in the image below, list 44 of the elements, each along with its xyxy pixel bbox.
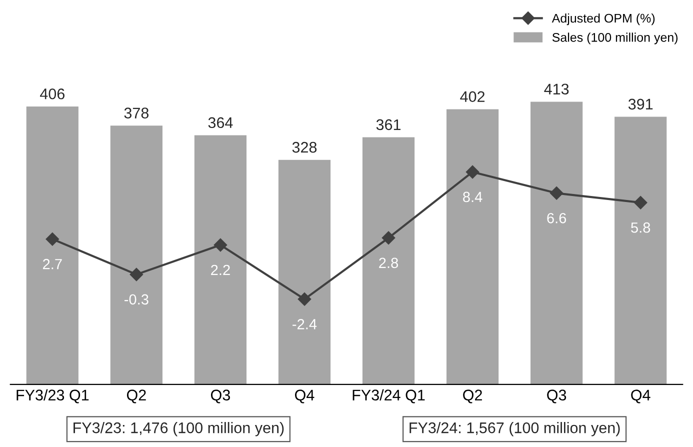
data-label: 2.7 xyxy=(43,258,62,270)
data-label: 2.2 xyxy=(211,264,230,276)
bar xyxy=(110,126,162,384)
bar xyxy=(278,160,331,384)
data-label: 328 xyxy=(292,142,317,153)
x-tick-label: Q4 xyxy=(631,390,650,404)
x-tick-label: FY3/23 Q1 xyxy=(16,389,89,404)
legend-label: Adjusted OPM (%) xyxy=(552,13,655,26)
data-label: 5.8 xyxy=(631,222,650,233)
bar xyxy=(26,106,78,384)
data-label: 406 xyxy=(40,88,64,100)
bar xyxy=(362,137,415,384)
point xyxy=(298,292,312,306)
data-label: 413 xyxy=(544,84,569,95)
text: FY3/23: 1,476 (100 million yen) xyxy=(74,422,284,436)
point xyxy=(130,268,144,282)
data-label: 8.4 xyxy=(463,192,482,202)
data-label: -0.3 xyxy=(124,294,148,305)
legend-label: Sales (100 million yen) xyxy=(552,32,678,44)
point xyxy=(550,186,564,200)
point xyxy=(382,231,396,245)
bar xyxy=(194,135,247,384)
data-label: 378 xyxy=(124,108,149,118)
x-tick-label: Q3 xyxy=(547,390,566,404)
bar xyxy=(614,116,667,384)
data-label: 6.6 xyxy=(547,212,566,224)
data-label: 402 xyxy=(460,91,485,102)
x-tick-label: Q2 xyxy=(126,390,146,404)
x-tick-label: Q4 xyxy=(295,390,314,404)
text: FY3/24: 1,567 (100 million yen) xyxy=(410,422,620,436)
point xyxy=(466,165,480,179)
data-label: 364 xyxy=(208,117,233,128)
point xyxy=(634,196,648,210)
x-tick-label: FY3/24 Q1 xyxy=(352,389,425,404)
x-tick-label: Q3 xyxy=(210,390,230,404)
bar xyxy=(446,109,499,384)
data-label: 361 xyxy=(376,119,401,130)
point xyxy=(214,238,228,252)
data-label: 391 xyxy=(628,98,653,110)
data-label: 2.8 xyxy=(379,258,398,268)
x-tick-label: Q2 xyxy=(463,390,482,404)
data-label: -2.4 xyxy=(292,319,317,330)
bar xyxy=(530,102,583,384)
point xyxy=(46,232,59,246)
